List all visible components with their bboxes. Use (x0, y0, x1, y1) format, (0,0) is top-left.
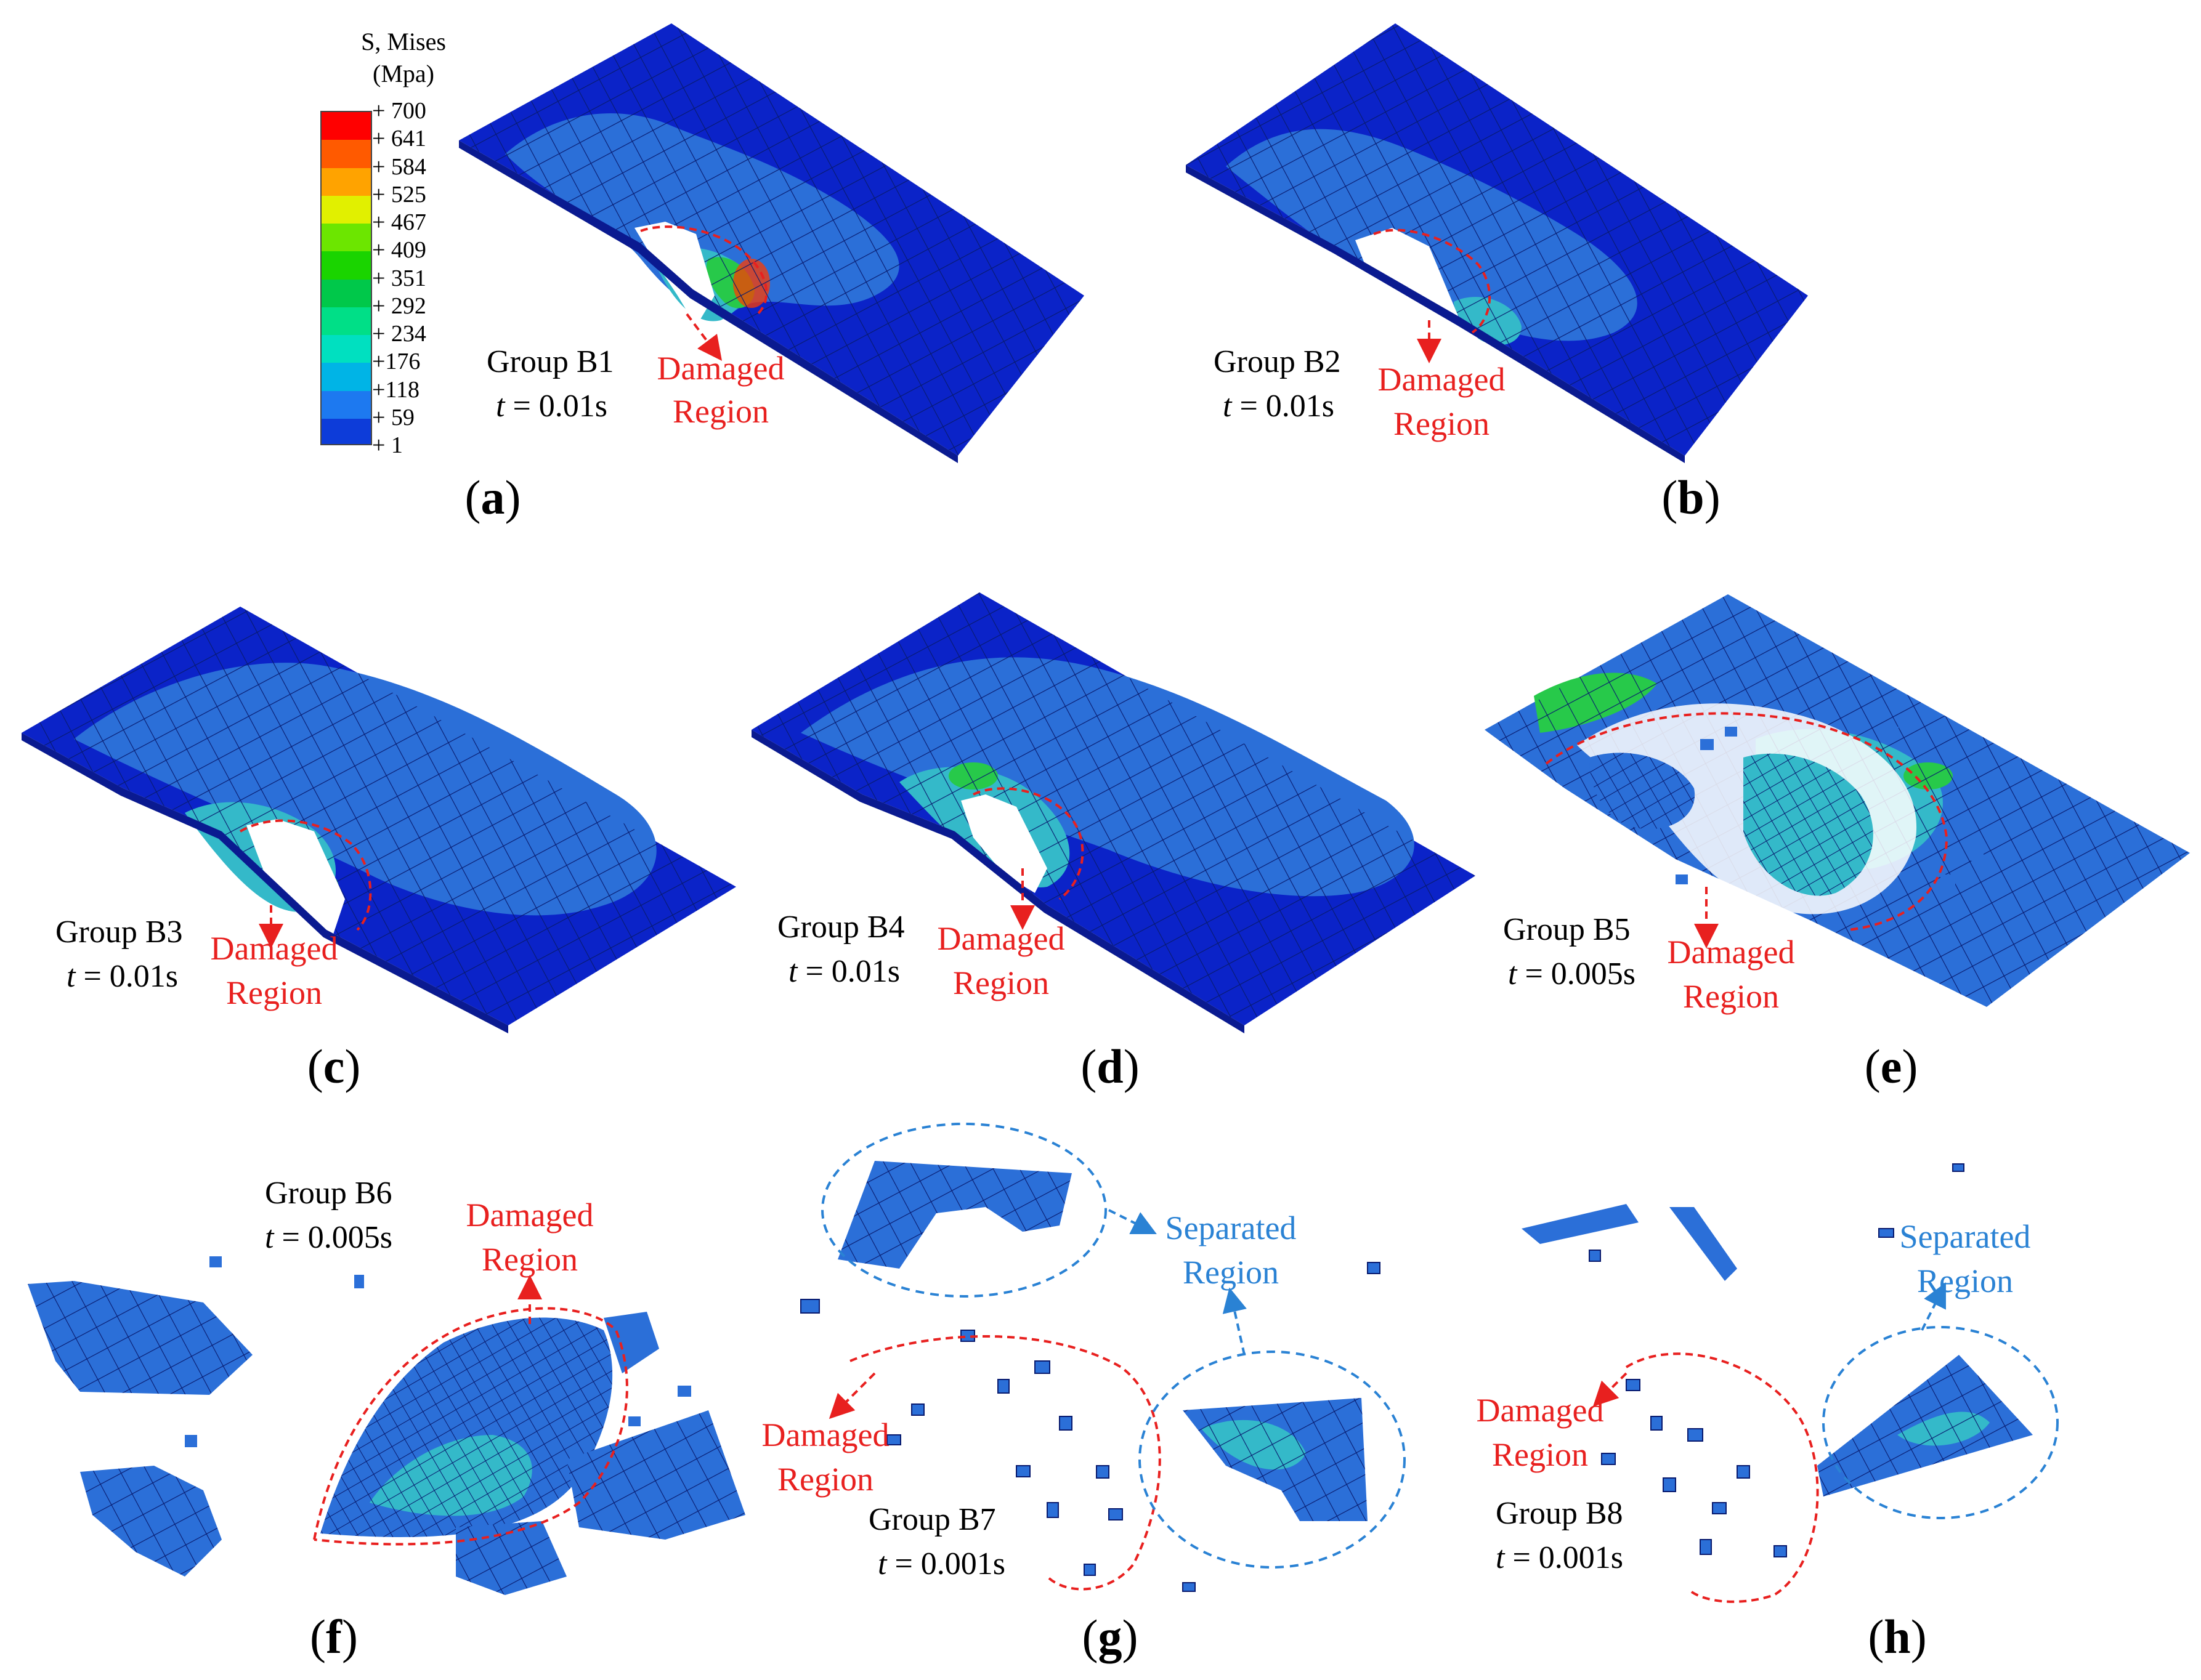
panel-e-letter: (e) (1864, 1040, 1918, 1093)
panel-f-group-label: Group B6 (265, 1176, 392, 1211)
legend-tick-label: +118 (372, 376, 420, 403)
panel-e-damaged-label-1: Damaged (1667, 934, 1795, 971)
panel-g-damage-markers (829, 1335, 1161, 1591)
legend-swatch (322, 195, 371, 224)
panel-h-damaged-label-2: Region (1492, 1436, 1588, 1473)
panel-h-separated-label-2: Region (1917, 1262, 2013, 1299)
panel-g-separated-label-2: Region (1183, 1254, 1279, 1291)
panel-f-time-label: t = 0.005s (265, 1220, 393, 1255)
panel-b-damaged-label-1: Damaged (1377, 361, 1506, 398)
legend-swatch (322, 112, 371, 140)
panel-h-letter: (h) (1868, 1610, 1927, 1663)
panel-a-damaged-label-1: Damaged (657, 350, 785, 387)
panel-c-time-label: t = 0.01s (67, 959, 179, 994)
panel-c-damage-markers (239, 819, 372, 948)
panel-f-damaged-label-1: Damaged (466, 1197, 594, 1234)
panel-h-damage-markers (1592, 1352, 1819, 1603)
legend-tick-label: + 1 (372, 432, 403, 458)
panel-a-plate (459, 23, 1084, 463)
panel-b-damaged-label-2: Region (1393, 405, 1490, 442)
panel-c-group-label: Group B3 (55, 915, 183, 950)
legend-swatch (322, 390, 371, 419)
panel-c-letter: (c) (307, 1040, 361, 1093)
panel-c-damaged-label-1: Damaged (210, 930, 338, 967)
legend-swatch (322, 418, 371, 444)
panel-g-time-label: t = 0.001s (878, 1546, 1006, 1581)
legend-swatch (322, 307, 371, 335)
legend-tick-label: + 234 (372, 321, 426, 347)
panel-g-damaged-label-1: Damaged (761, 1416, 890, 1453)
legend-swatch (322, 279, 371, 307)
panel-h-damaged-label-1: Damaged (1476, 1392, 1604, 1429)
panel-g-damaged-label-2: Region (777, 1461, 874, 1498)
panel-g-separated-markers (821, 1123, 1406, 1569)
panel-e-damage-markers (1545, 712, 1948, 948)
legend-tick-label: + 351 (372, 265, 426, 291)
panel-f-fragments (28, 1256, 745, 1595)
panel-g-letter: (g) (1082, 1610, 1138, 1663)
panel-a-letter: (a) (464, 470, 521, 524)
panel-b-damage-markers (1373, 228, 1491, 363)
panel-d-plate (752, 592, 1475, 1033)
panel-c-damaged-label-2: Region (226, 974, 322, 1011)
panel-b-time-label: t = 0.01s (1223, 389, 1335, 424)
legend-title: S, Mises (361, 28, 446, 55)
panel-g-fragments (800, 1161, 1380, 1592)
legend-tick-label: +176 (372, 349, 421, 375)
panel-e-damaged-label-2: Region (1683, 978, 1779, 1015)
legend-swatch (322, 140, 371, 168)
panel-d-damaged-label-1: Damaged (937, 920, 1065, 957)
panel-a-damage-markers (640, 225, 768, 361)
legend-tick-label: + 525 (372, 181, 426, 208)
legend-swatch (322, 168, 371, 196)
legend-tick-label: + 467 (372, 209, 426, 235)
panel-b-group-label: Group B2 (1214, 344, 1341, 379)
panel-f-damaged-label-2: Region (482, 1241, 578, 1278)
panel-g-separated-label-1: Separated (1165, 1210, 1297, 1246)
panel-a-damaged-label-2: Region (673, 393, 769, 430)
panel-f-letter: (f) (310, 1610, 358, 1663)
legend-tick-label: + 292 (372, 293, 426, 319)
legend-tick-label: + 584 (372, 153, 426, 180)
panel-d-letter: (d) (1080, 1040, 1140, 1093)
panel-d-damage-markers (973, 787, 1084, 930)
panel-a-group-label: Group B1 (487, 344, 614, 379)
panel-d-damaged-label-2: Region (953, 964, 1049, 1001)
legend-swatch (322, 363, 371, 391)
legend-tick-label: + 59 (372, 404, 415, 430)
panel-e-plate (1485, 594, 2190, 1007)
stress-legend: S, Mises (Mpa) + 700 + 641 + 584 + 525 + 467… (314, 25, 505, 458)
panel-g-group-label: Group B7 (869, 1502, 996, 1537)
legend-tick-label: + 409 (372, 237, 426, 264)
legend-tick-label: + 641 (372, 126, 426, 152)
panel-b-plate (1186, 23, 1808, 463)
legend-swatch (322, 335, 371, 363)
panel-h-fragments (1522, 1163, 2033, 1557)
legend-tick-label: + 700 (372, 98, 426, 124)
legend-unit: (Mpa) (373, 60, 434, 87)
legend-color-bar (320, 111, 372, 445)
panel-a-time-label: t = 0.01s (496, 389, 608, 424)
panel-d-group-label: Group B4 (777, 910, 905, 945)
panel-d-time-label: t = 0.01s (788, 954, 901, 989)
panel-h-time-label: t = 0.001s (1496, 1540, 1624, 1575)
panel-f-damage-markers (313, 1275, 628, 1546)
panel-e-group-label: Group B5 (1503, 912, 1631, 947)
panel-h-separated-label-1: Separated (1899, 1218, 2031, 1255)
panel-c-plate (22, 607, 736, 1033)
panel-h-separated-markers (1822, 1282, 2059, 1519)
legend-swatch (322, 251, 371, 280)
panel-e-time-label: t = 0.005s (1508, 956, 1636, 991)
panel-h-group-label: Group B8 (1496, 1496, 1623, 1531)
panel-b-letter: (b) (1661, 470, 1721, 524)
legend-swatch (322, 224, 371, 252)
